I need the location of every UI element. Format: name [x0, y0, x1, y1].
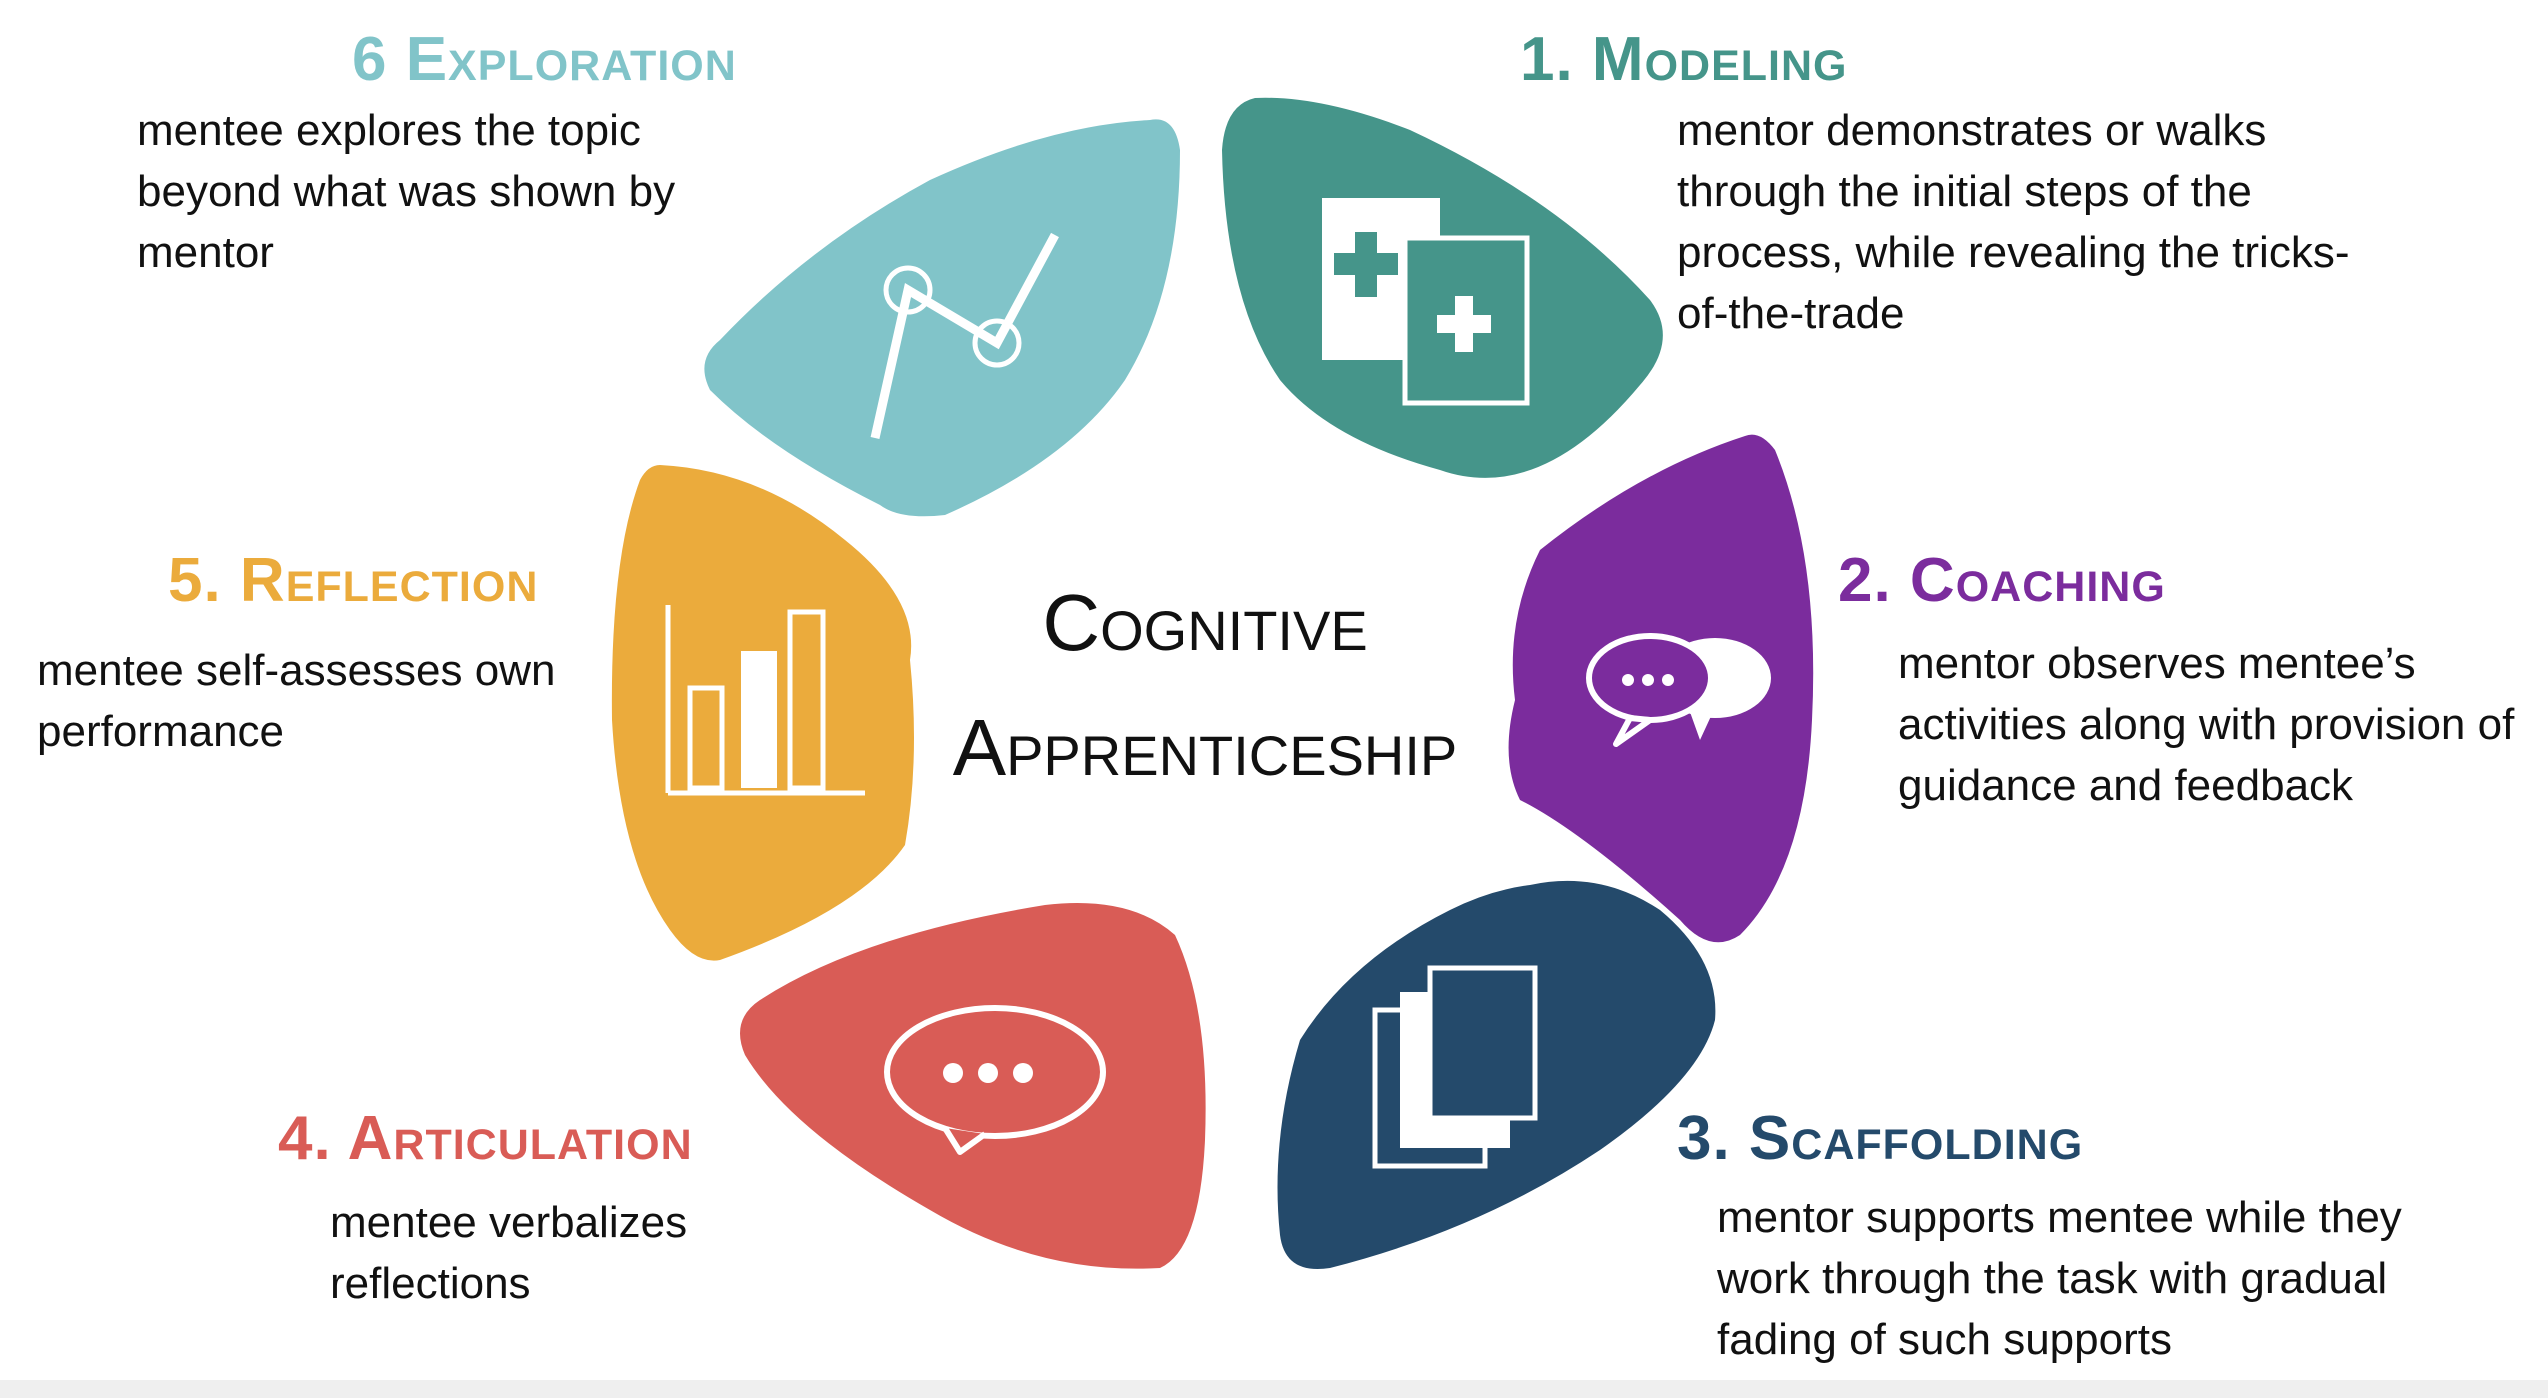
- center-title-line1: Cognitive: [1042, 578, 1367, 667]
- petal-articulation-shape: [740, 903, 1206, 1269]
- petal-coaching: [1508, 434, 1814, 943]
- stacked-pages-icon: [1372, 965, 1538, 1169]
- bar-chart-icon: [665, 605, 865, 796]
- stage-title-reflection: 5. Reflection: [168, 546, 539, 615]
- petal-scaffolding: [1277, 880, 1716, 1270]
- stage-desc-exploration: mentee explores the topic beyond what wa…: [137, 106, 676, 277]
- center-title-line2: Apprenticeship: [953, 703, 1458, 792]
- petal-articulation: [740, 903, 1206, 1269]
- stage-desc-coaching: mentor observes mentee’s activities alon…: [1898, 639, 2515, 810]
- petal-reflection: [611, 465, 914, 961]
- center-title: Cognitive Apprenticeship: [953, 578, 1458, 792]
- petal-exploration: [704, 119, 1180, 517]
- stage-desc-modeling: mentor demonstrates or walks through the…: [1677, 106, 2350, 338]
- petal-exploration-shape: [704, 119, 1180, 517]
- stage-desc-articulation: mentee verbalizes reflections: [330, 1198, 688, 1308]
- bottom-divider: [0, 1380, 2548, 1398]
- chat-bubbles-icon: [1586, 633, 1771, 747]
- stage-title-exploration: 6 Exploration: [352, 25, 737, 94]
- speech-bubble-icon: [884, 1005, 1106, 1155]
- stage-title-modeling: 1. Modeling: [1520, 25, 1848, 94]
- documents-plus-icon: [1322, 198, 1530, 406]
- petal-modeling: [1222, 97, 1663, 478]
- stage-desc-scaffolding: mentor supports mentee while they work t…: [1717, 1193, 2402, 1364]
- stage-title-articulation: 4. Articulation: [278, 1104, 693, 1173]
- stage-title-scaffolding: 3. Scaffolding: [1677, 1104, 2084, 1173]
- stage-title-coaching: 2. Coaching: [1838, 546, 2166, 615]
- stage-desc-reflection: mentee self-assesses own performance: [37, 646, 556, 756]
- line-chart-icon: [870, 232, 1059, 439]
